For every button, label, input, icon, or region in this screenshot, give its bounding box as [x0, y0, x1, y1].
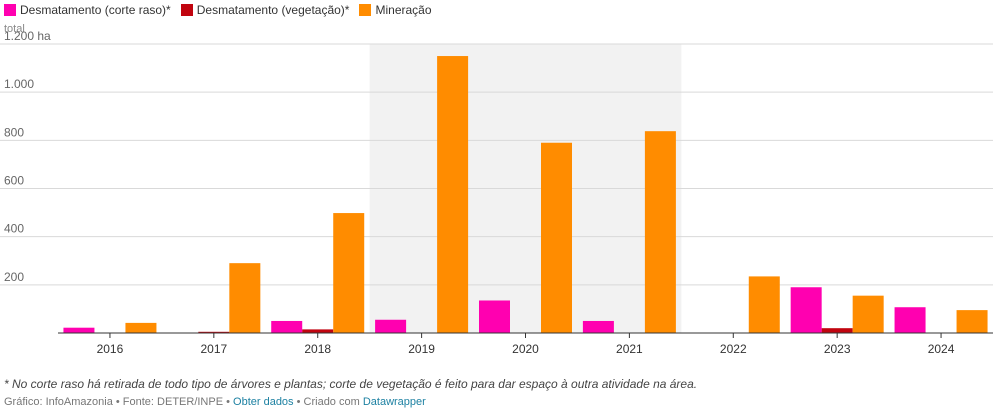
bar-2018-series-1: [302, 329, 334, 333]
bar-2021-series-0: [582, 320, 614, 333]
y-tick-label-5: 1.200 ha: [4, 29, 51, 43]
bar-2018-series-0: [271, 320, 303, 333]
bar-2016-series-0: [63, 327, 95, 333]
bar-chart: total 200 400 600 800 1.000 1.200 ha 2016 2017 20…: [0, 23, 993, 356]
legend-swatch-corte-raso: [4, 4, 16, 16]
credits-prefix: Gráfico: InfoAmazonia • Fonte: DETER/INP…: [4, 396, 234, 408]
bar-2023-series-2: [852, 295, 884, 333]
x-tick-label-2024: 2024: [928, 342, 955, 356]
bar-2023-series-1: [821, 328, 853, 333]
credits: Gráfico: InfoAmazonia • Fonte: DETER/INP…: [4, 396, 426, 408]
bar-2017-series-1: [198, 331, 230, 333]
bar-2024-series-0: [894, 307, 926, 333]
x-tick-label-2017: 2017: [200, 342, 227, 356]
x-tick-label-2018: 2018: [304, 342, 331, 356]
x-tick-label-2022: 2022: [720, 342, 747, 356]
bar-2018-series-2: [333, 213, 365, 333]
bar-2022-series-2: [748, 276, 780, 333]
bar-2017-series-2: [229, 263, 261, 333]
legend-item-corte-raso: Desmatamento (corte raso)*: [4, 3, 171, 17]
x-tick-label-2023: 2023: [824, 342, 851, 356]
bar-2016-series-2: [125, 322, 157, 333]
y-tick-label-0: 200: [4, 270, 24, 284]
legend-swatch-vegetacao: [180, 4, 193, 16]
bar-2019-series-0: [375, 319, 407, 333]
bar-2023-series-0: [790, 287, 822, 333]
legend-item-vegetacao: Desmatamento (vegetação)*: [180, 3, 350, 17]
x-tick-label-2019: 2019: [408, 342, 435, 356]
get-data-link[interactable]: Obter dados: [233, 396, 294, 408]
datawrapper-link[interactable]: Datawrapper: [362, 396, 426, 408]
bar-2020-series-2: [541, 142, 572, 333]
y-tick-label-2: 600: [4, 174, 24, 188]
legend-label-corte-raso: Desmatamento (corte raso)*: [20, 3, 171, 17]
bar-2020-series-0: [479, 300, 510, 333]
x-tick-label-2021: 2021: [616, 342, 643, 356]
bar-2021-series-2: [644, 131, 676, 333]
x-tick-label-2016: 2016: [97, 342, 124, 356]
bar-2019-series-2: [437, 56, 469, 334]
y-axis-unit-label: total: [4, 23, 25, 35]
legend-label-vegetacao: Desmatamento (vegetação)*: [196, 3, 350, 17]
legend: Desmatamento (corte raso)* Desmatamento …: [4, 2, 442, 18]
legend-label-mineracao: Mineração: [375, 3, 432, 17]
legend-swatch-mineracao: [359, 4, 372, 16]
footnote: * No corte raso há retirada de todo tipo…: [4, 377, 698, 391]
legend-item-mineracao: Mineração: [359, 3, 432, 17]
y-tick-label-4: 1.000: [4, 77, 34, 91]
y-tick-label-3: 800: [4, 125, 24, 139]
x-tick-label-2020: 2020: [512, 342, 539, 356]
bar-2024-series-2: [956, 310, 988, 333]
y-tick-label-1: 400: [4, 222, 24, 236]
credits-middle: • Criado com: [293, 396, 363, 408]
